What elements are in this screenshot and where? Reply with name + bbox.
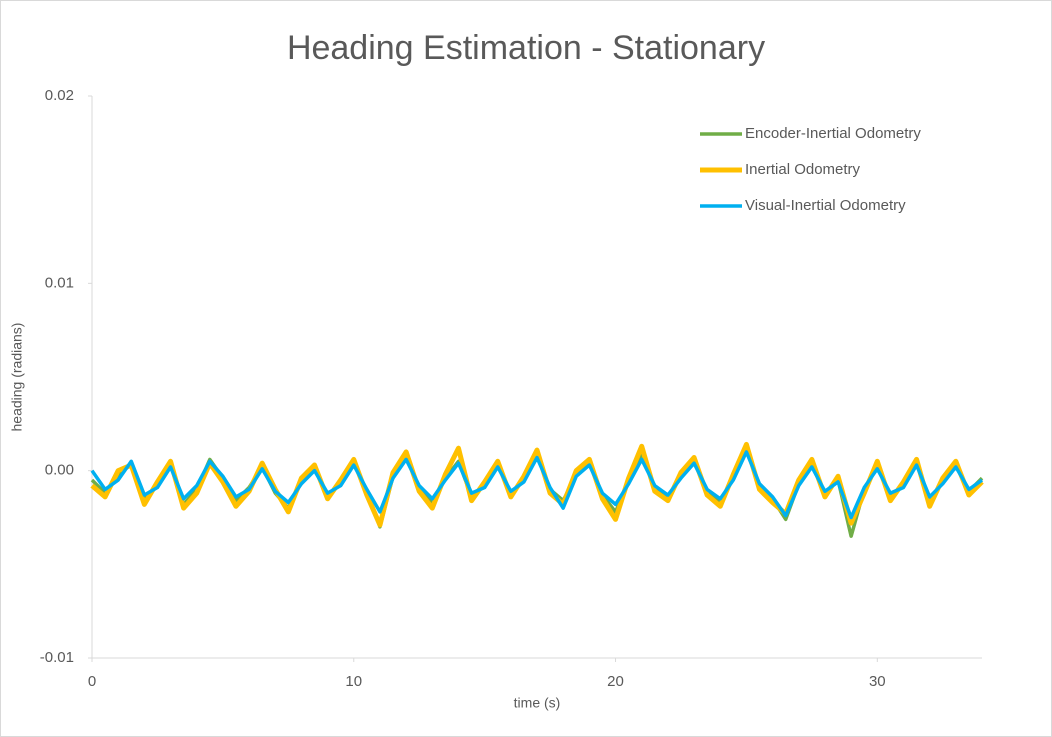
y-tick-label: 0.02 — [45, 87, 74, 104]
x-tick-label: 30 — [869, 673, 886, 690]
chart-title: Heading Estimation - Stationary — [287, 29, 765, 67]
x-axis-title: time (s) — [514, 695, 561, 711]
legend-label: Encoder-Inertial Odometry — [745, 125, 921, 142]
x-tick-label: 20 — [607, 673, 624, 690]
y-tick-label: -0.01 — [40, 649, 74, 666]
x-tick-label: 0 — [88, 673, 96, 690]
y-tick-label: 0.00 — [45, 462, 74, 479]
series-line — [90, 450, 984, 520]
y-tick-label: 0.01 — [45, 274, 74, 291]
legend-label: Inertial Odometry — [745, 161, 861, 178]
x-tick-label: 10 — [345, 673, 362, 690]
y-axis-title: heading (radians) — [9, 323, 25, 432]
legend-label: Visual-Inertial Odometry — [745, 197, 906, 214]
